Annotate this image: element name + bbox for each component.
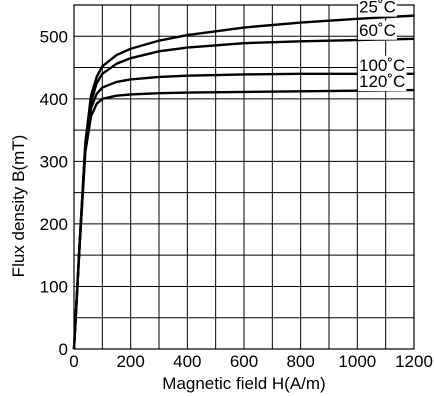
y-tick-label: 200: [40, 215, 68, 234]
y-tick-label: 400: [40, 90, 68, 109]
series-label: 120˚C: [359, 72, 405, 91]
series-label: 100˚C: [359, 56, 405, 75]
y-tick-label: 300: [40, 152, 68, 171]
series-label-bg: [358, 20, 397, 40]
series-label-bg: [358, 72, 407, 92]
series-group: [72, 14, 415, 350]
plot-frame: [73, 4, 415, 350]
y-tick-label: 0: [59, 340, 68, 359]
x-tick-label: 0: [69, 352, 78, 371]
x-tick-label: 1000: [338, 352, 376, 371]
x-tick-label: 800: [286, 352, 314, 371]
y-axis-title: Flux density B(mT): [9, 135, 28, 278]
x-tick-label: 1200: [395, 352, 433, 371]
series-label-bg: [358, 55, 407, 75]
x-tick-label: 600: [230, 352, 258, 371]
y-tick-label: 100: [40, 277, 68, 296]
series-line: [72, 88, 415, 350]
series-label-bg: [358, 0, 397, 17]
series-label: 60˚C: [359, 21, 396, 40]
x-axis-title: Magnetic field H(A/m): [162, 374, 325, 393]
x-tick-label: 400: [173, 352, 201, 371]
y-tick-label: 500: [40, 27, 68, 46]
series-label: 25˚C: [359, 0, 396, 17]
tick-labels: 0 200 400 600 800 1000 1200 0 100 200 300 400 500: [40, 27, 433, 371]
x-tick-label: 200: [116, 352, 144, 371]
